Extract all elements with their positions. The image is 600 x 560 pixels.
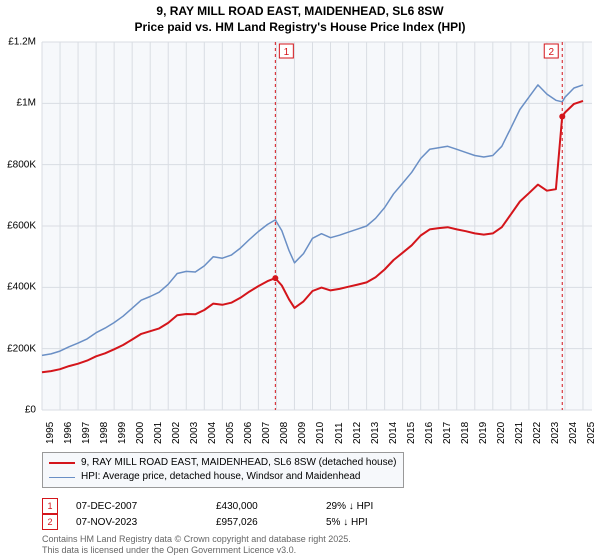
x-tick-label: 2007 (261, 422, 272, 444)
legend-label: HPI: Average price, detached house, Wind… (81, 470, 360, 484)
x-tick-label: 2005 (225, 422, 236, 444)
sale-date: 07-NOV-2023 (76, 517, 216, 528)
sale-marker-1: 1 (279, 44, 293, 58)
x-tick-label: 2001 (153, 422, 164, 444)
x-tick-label: 2006 (243, 422, 254, 444)
x-tick-label: 2011 (334, 422, 345, 444)
legend: 9, RAY MILL ROAD EAST, MAIDENHEAD, SL6 8… (42, 452, 404, 488)
legend-label: 9, RAY MILL ROAD EAST, MAIDENHEAD, SL6 8… (81, 456, 397, 470)
x-tick-label: 2022 (532, 422, 543, 444)
x-tick-label: 1999 (117, 422, 128, 444)
y-tick-label: £200K (7, 343, 36, 354)
sale-delta-vs-hpi: 5% ↓ HPI (326, 517, 436, 528)
chart-title-line2: Price paid vs. HM Land Registry's House … (0, 20, 600, 36)
x-axis-labels: 1995 1996 1997 1998 1999 2000 2001 2002 2003 2004… (42, 414, 592, 452)
x-tick-label: 2024 (568, 422, 579, 444)
x-tick-label: 2021 (514, 422, 525, 444)
sale-events-table: 1 07-DEC-2007£430,00029% ↓ HPI 2 07-NOV-202… (42, 498, 436, 530)
y-tick-label: £400K (7, 282, 36, 293)
sale-delta-vs-hpi: 29% ↓ HPI (326, 501, 436, 512)
sale-marker-badge: 2 (42, 514, 58, 530)
x-tick-label: 1996 (63, 422, 74, 444)
x-tick-label: 1995 (45, 422, 56, 444)
x-tick-label: 2012 (352, 422, 363, 444)
legend-item: HPI: Average price, detached house, Wind… (49, 470, 397, 484)
x-tick-label: 2010 (315, 422, 326, 444)
legend-item: 9, RAY MILL ROAD EAST, MAIDENHEAD, SL6 8… (49, 456, 397, 470)
x-tick-label: 2018 (460, 422, 471, 444)
sale-price: £957,026 (216, 517, 326, 528)
sale-row: 1 07-DEC-2007£430,00029% ↓ HPI (42, 498, 436, 514)
y-tick-label: £600K (7, 221, 36, 232)
x-tick-label: 2019 (478, 422, 489, 444)
footer-line2: This data is licensed under the Open Gov… (42, 545, 351, 556)
sale-row: 2 07-NOV-2023£957,0265% ↓ HPI (42, 514, 436, 530)
x-tick-label: 1997 (81, 422, 92, 444)
x-tick-label: 2016 (424, 422, 435, 444)
svg-text:1: 1 (284, 47, 290, 58)
svg-text:2: 2 (548, 47, 554, 58)
sale-marker-2: 2 (544, 44, 558, 58)
x-tick-label: 2020 (496, 422, 507, 444)
x-tick-label: 2025 (586, 422, 597, 444)
x-tick-label: 2017 (442, 422, 453, 444)
x-tick-label: 2009 (297, 422, 308, 444)
sale-marker-badge: 1 (42, 498, 58, 514)
x-tick-label: 2014 (388, 422, 399, 444)
y-tick-label: £1.2M (8, 37, 36, 48)
chart-svg: 12 (42, 42, 592, 410)
footer-line1: Contains HM Land Registry data © Crown c… (42, 534, 351, 545)
footer-attribution: Contains HM Land Registry data © Crown c… (42, 534, 351, 556)
x-tick-label: 2023 (550, 422, 561, 444)
legend-swatch (49, 477, 75, 478)
y-axis-labels: £0£200K£400K£600K£800K£1M£1.2M (0, 42, 40, 410)
chart-plot-area: 12 (42, 42, 592, 410)
x-tick-label: 2000 (135, 422, 146, 444)
x-tick-label: 2003 (189, 422, 200, 444)
legend-swatch (49, 462, 75, 464)
x-tick-label: 2002 (171, 422, 182, 444)
x-tick-label: 2004 (207, 422, 218, 444)
x-tick-label: 2015 (406, 422, 417, 444)
chart-title-line1: 9, RAY MILL ROAD EAST, MAIDENHEAD, SL6 8… (0, 4, 600, 20)
sale-price: £430,000 (216, 501, 326, 512)
x-tick-label: 1998 (99, 422, 110, 444)
y-tick-label: £0 (25, 405, 36, 416)
y-tick-label: £800K (7, 159, 36, 170)
x-tick-label: 2008 (279, 422, 290, 444)
y-tick-label: £1M (17, 98, 36, 109)
sale-date: 07-DEC-2007 (76, 501, 216, 512)
x-tick-label: 2013 (370, 422, 381, 444)
